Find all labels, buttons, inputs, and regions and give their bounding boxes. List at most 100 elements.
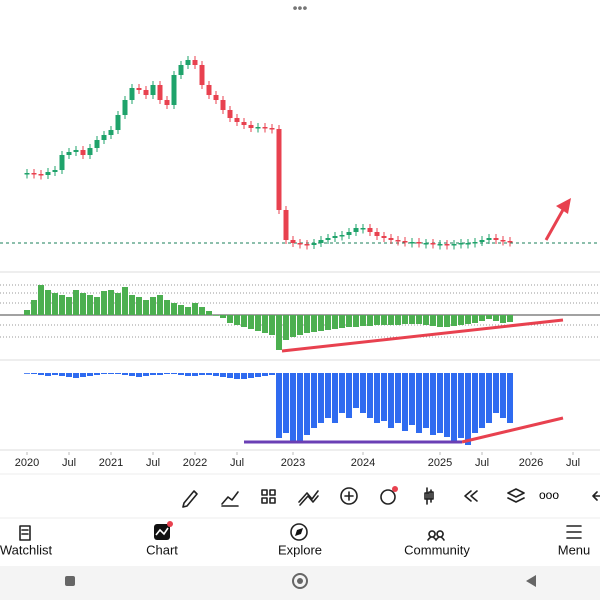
bar — [220, 315, 226, 318]
bar — [192, 303, 198, 315]
candle — [59, 155, 65, 170]
back-button[interactable] — [526, 575, 536, 587]
bar — [276, 315, 282, 350]
layers-tool[interactable] — [507, 488, 525, 503]
menu-icon[interactable] — [566, 525, 582, 539]
bar — [451, 315, 457, 326]
bar — [213, 373, 219, 376]
bar — [66, 373, 72, 377]
bar — [332, 315, 338, 329]
candle — [80, 150, 86, 155]
nav-label[interactable]: Community — [404, 542, 470, 557]
bar — [206, 311, 212, 315]
bar — [402, 315, 408, 324]
toolbar[interactable]: ooo — [182, 486, 600, 508]
bar — [269, 315, 275, 335]
candle — [66, 152, 72, 155]
candle — [493, 238, 499, 240]
add-tool[interactable] — [340, 487, 358, 505]
arrow-head — [556, 198, 571, 214]
candle — [206, 85, 212, 95]
arrow — [544, 207, 566, 241]
bar — [108, 290, 114, 315]
candle — [31, 173, 37, 175]
bar — [409, 373, 415, 425]
watchlist-icon[interactable] — [19, 525, 31, 541]
alert-tool[interactable] — [380, 489, 396, 505]
candle — [94, 140, 100, 148]
x-tick-label: 2025 — [428, 457, 452, 469]
candle — [402, 241, 408, 243]
candle — [122, 100, 128, 115]
bar — [472, 373, 478, 433]
bar — [206, 373, 212, 375]
candle — [115, 115, 121, 130]
bar — [479, 315, 485, 321]
candle — [283, 210, 289, 240]
bar — [297, 315, 303, 335]
bar — [101, 373, 107, 374]
candle — [297, 243, 303, 245]
bar — [150, 373, 156, 375]
candle — [234, 118, 240, 122]
bar — [500, 315, 506, 323]
candle-tool[interactable] — [424, 487, 434, 505]
home-button[interactable] — [292, 573, 308, 589]
replay-tool[interactable] — [464, 490, 478, 502]
bar — [255, 315, 261, 331]
bar — [395, 315, 401, 325]
candle — [171, 75, 177, 105]
bar — [493, 373, 499, 413]
bar — [416, 373, 422, 433]
nav-label[interactable]: Explore — [278, 542, 322, 557]
chart-marks — [24, 56, 513, 445]
draw-tool[interactable] — [182, 490, 198, 508]
bar — [227, 315, 233, 323]
bar — [122, 287, 128, 315]
bar — [171, 373, 177, 374]
bar — [101, 291, 107, 315]
bar — [430, 373, 436, 435]
explore-icon[interactable] — [290, 523, 308, 541]
drag-handle: ••• — [293, 0, 308, 16]
more-tool[interactable]: ooo — [539, 488, 559, 502]
candle — [129, 88, 135, 100]
bar — [507, 315, 513, 322]
candle — [479, 240, 485, 242]
compare-tool[interactable] — [298, 490, 319, 506]
bar — [304, 373, 310, 435]
bar — [136, 297, 142, 315]
candle — [325, 238, 331, 240]
community-icon[interactable] — [427, 530, 445, 541]
nav-label[interactable]: Menu — [558, 542, 591, 557]
candle — [339, 235, 345, 237]
bar — [458, 315, 464, 325]
candle — [157, 85, 163, 100]
bar — [115, 373, 121, 374]
bar — [241, 315, 247, 327]
bar — [311, 315, 317, 332]
nav-label[interactable]: Watchlist — [0, 542, 53, 557]
bar — [346, 373, 352, 418]
bar — [353, 373, 359, 408]
indicator-tool[interactable] — [221, 491, 239, 507]
back-tool[interactable] — [592, 491, 600, 501]
bar — [199, 307, 205, 315]
candle — [437, 244, 443, 246]
candle — [164, 100, 170, 105]
bar — [339, 315, 345, 328]
layout-tool[interactable] — [261, 489, 276, 504]
bar — [115, 293, 121, 315]
recents-button[interactable] — [65, 576, 75, 586]
bar — [185, 373, 191, 376]
candle — [199, 65, 205, 85]
nav-label[interactable]: Chart — [146, 542, 178, 557]
bar — [80, 293, 86, 315]
bar — [388, 315, 394, 325]
bar — [192, 373, 198, 376]
bar — [255, 373, 261, 377]
bar — [500, 373, 506, 418]
candle — [290, 240, 296, 243]
bar — [164, 300, 170, 315]
